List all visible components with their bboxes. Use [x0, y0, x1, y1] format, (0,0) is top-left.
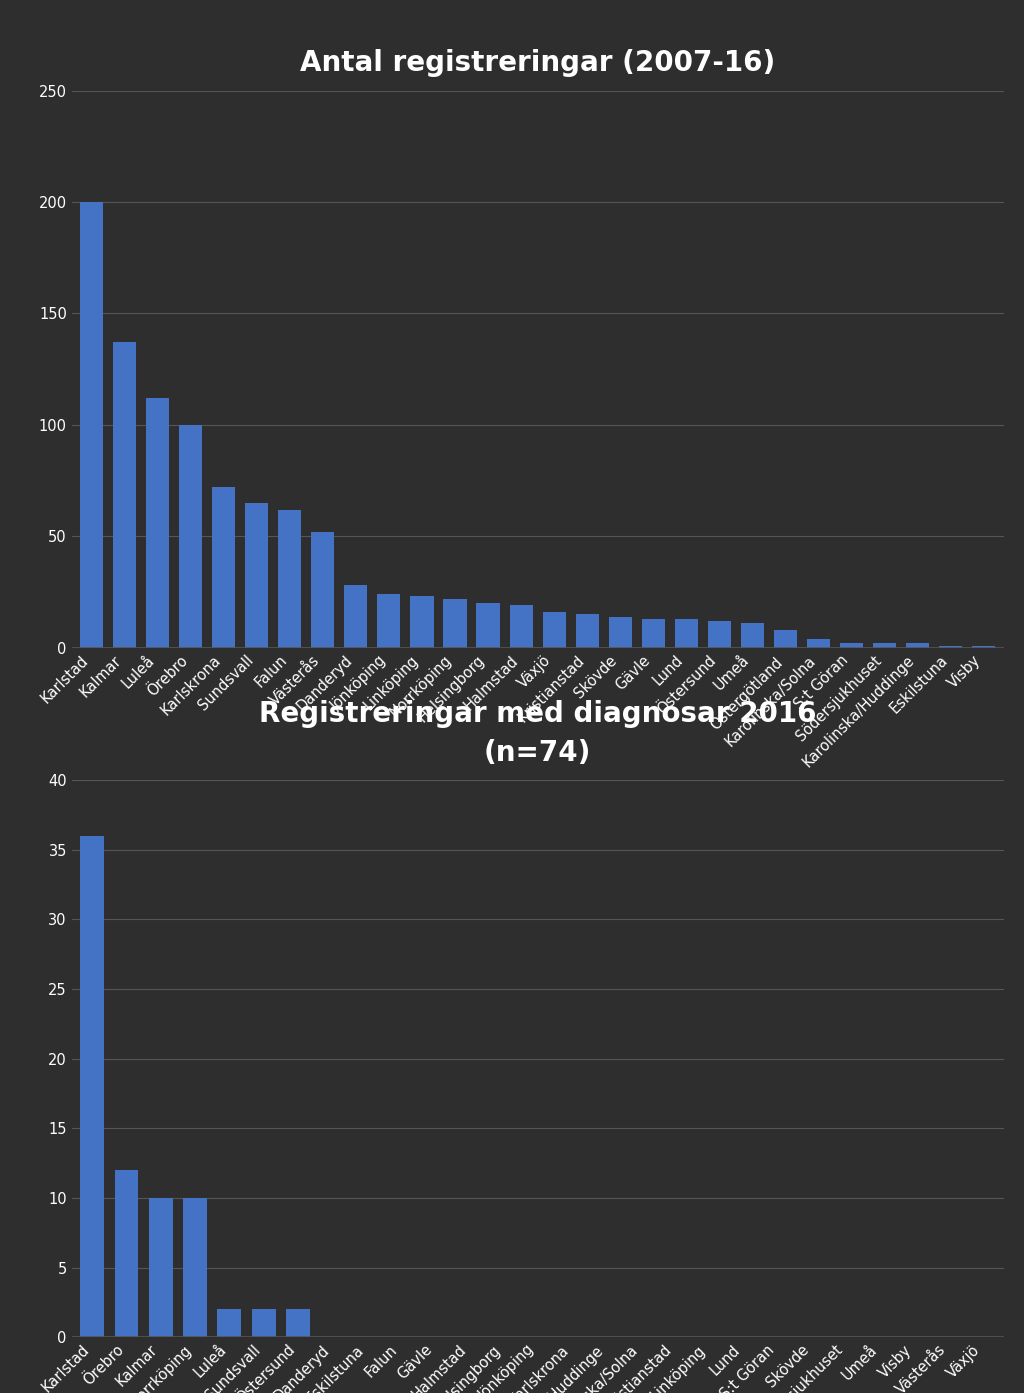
Bar	[411, 596, 433, 648]
Bar	[113, 343, 136, 648]
Bar	[972, 645, 995, 648]
Bar	[443, 599, 467, 648]
Bar	[217, 1309, 242, 1337]
Bar	[675, 618, 698, 648]
Bar	[377, 595, 400, 648]
Bar	[146, 398, 169, 648]
Title: Antal registreringar (2007-16): Antal registreringar (2007-16)	[300, 49, 775, 77]
Bar	[80, 836, 104, 1337]
Bar	[642, 618, 665, 648]
Bar	[179, 425, 202, 648]
Bar	[543, 612, 565, 648]
Bar	[807, 639, 830, 648]
Bar	[873, 644, 896, 648]
Bar	[774, 630, 797, 648]
Bar	[245, 503, 268, 648]
Bar	[279, 510, 301, 648]
Bar	[286, 1309, 310, 1337]
Bar	[252, 1309, 275, 1337]
Bar	[183, 1198, 207, 1337]
Bar	[148, 1198, 173, 1337]
Title: Registreringar med diagnosar 2016
(n=74): Registreringar med diagnosar 2016 (n=74)	[259, 699, 816, 766]
Bar	[840, 644, 863, 648]
Bar	[115, 1170, 138, 1337]
Bar	[510, 606, 532, 648]
Bar	[708, 621, 731, 648]
Bar	[906, 644, 929, 648]
Bar	[939, 645, 963, 648]
Bar	[311, 532, 335, 648]
Bar	[344, 585, 368, 648]
Bar	[575, 614, 599, 648]
Bar	[212, 488, 236, 648]
Bar	[608, 617, 632, 648]
Bar	[740, 623, 764, 648]
Bar	[476, 603, 500, 648]
Bar	[80, 202, 103, 648]
